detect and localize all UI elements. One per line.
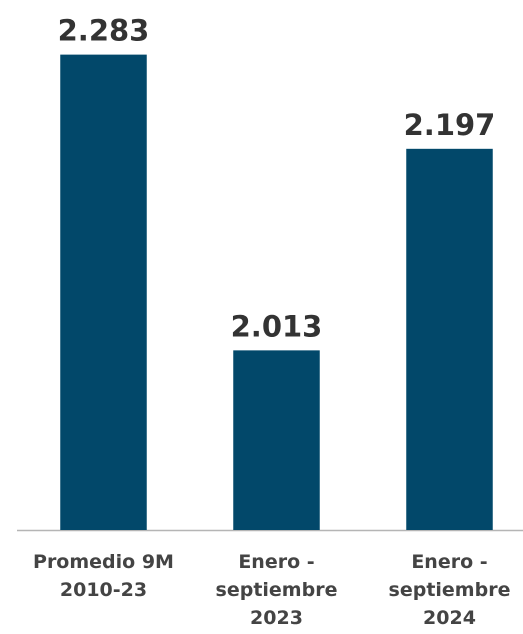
bar: [233, 350, 320, 530]
x-tick-label: Enero - septiembre 2023: [215, 551, 338, 629]
x-tick-label: Enero - septiembre 2024: [388, 551, 511, 629]
chart: 2.283 2.013 2.197: [17, 14, 523, 532]
bar: [406, 148, 493, 530]
value-label: 2.197: [404, 108, 496, 142]
value-label: 2.283: [58, 14, 150, 48]
x-tick-label: Promedio 9M 2010-23: [33, 551, 174, 601]
bar: [60, 54, 147, 530]
value-label: 2.013: [231, 309, 323, 343]
